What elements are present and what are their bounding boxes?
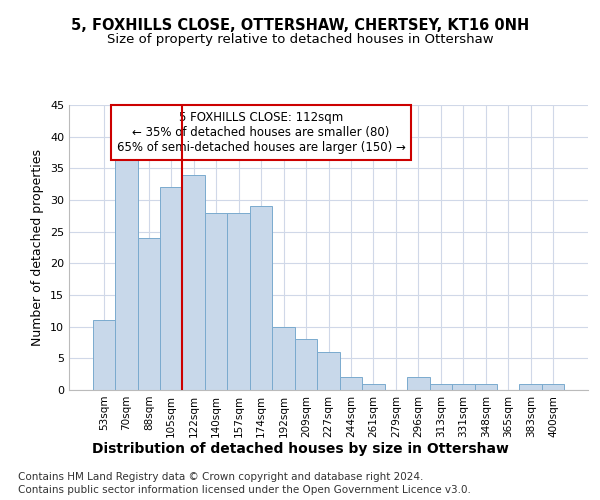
Text: Size of property relative to detached houses in Ottershaw: Size of property relative to detached ho… <box>107 32 493 46</box>
Text: Contains public sector information licensed under the Open Government Licence v3: Contains public sector information licen… <box>18 485 471 495</box>
Bar <box>452 384 475 390</box>
Bar <box>160 188 182 390</box>
Bar <box>520 384 542 390</box>
Bar <box>92 320 115 390</box>
Bar <box>272 326 295 390</box>
Bar <box>182 174 205 390</box>
Bar <box>250 206 272 390</box>
Bar <box>475 384 497 390</box>
Bar <box>137 238 160 390</box>
Bar <box>317 352 340 390</box>
Bar <box>362 384 385 390</box>
Bar <box>227 212 250 390</box>
Text: 5, FOXHILLS CLOSE, OTTERSHAW, CHERTSEY, KT16 0NH: 5, FOXHILLS CLOSE, OTTERSHAW, CHERTSEY, … <box>71 18 529 32</box>
Y-axis label: Number of detached properties: Number of detached properties <box>31 149 44 346</box>
Bar <box>115 156 137 390</box>
Bar <box>295 340 317 390</box>
Text: 5 FOXHILLS CLOSE: 112sqm
← 35% of detached houses are smaller (80)
65% of semi-d: 5 FOXHILLS CLOSE: 112sqm ← 35% of detach… <box>116 110 406 154</box>
Text: Contains HM Land Registry data © Crown copyright and database right 2024.: Contains HM Land Registry data © Crown c… <box>18 472 424 482</box>
Bar <box>542 384 565 390</box>
Bar <box>205 212 227 390</box>
Bar <box>430 384 452 390</box>
Bar <box>407 378 430 390</box>
Bar <box>340 378 362 390</box>
Text: Distribution of detached houses by size in Ottershaw: Distribution of detached houses by size … <box>92 442 508 456</box>
